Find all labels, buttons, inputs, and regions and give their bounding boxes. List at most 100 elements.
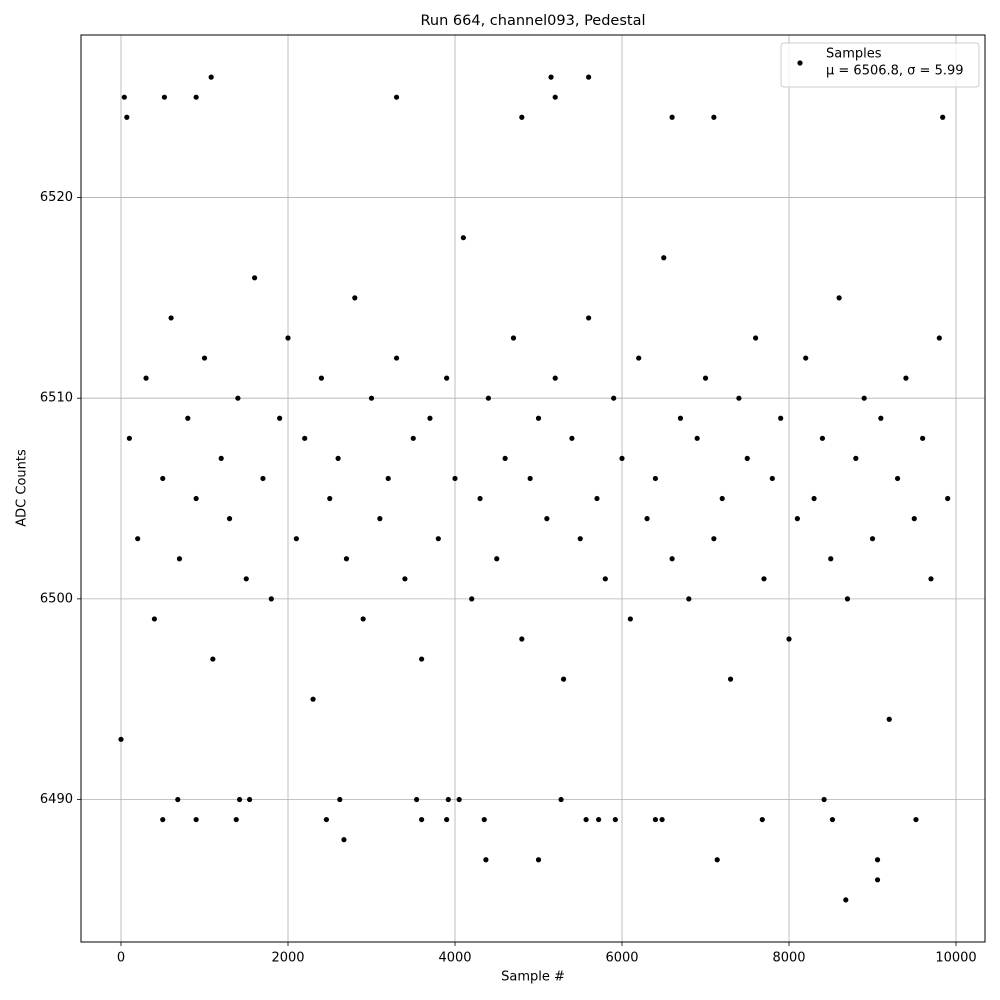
point [829,816,836,823]
point [445,796,451,803]
x-tick-label: 8000 [772,951,805,966]
point [368,395,375,401]
point [627,616,633,622]
y-tick-label: 6510 [40,391,73,406]
point [535,857,542,863]
point [519,636,525,642]
point [236,796,243,803]
point [160,475,166,482]
point [385,475,391,482]
point [596,816,602,823]
point [661,255,667,261]
point [669,114,675,120]
point [727,676,734,682]
x-tick-label: 0 [117,951,125,966]
point [861,395,867,401]
point [175,796,181,803]
point [619,455,625,462]
point [552,375,558,381]
grid: 0 2000 4000 6000 8000 10000 6490 6500 6510 6520 [40,35,985,966]
point [913,816,919,823]
point [483,857,489,863]
point [644,515,650,522]
point [337,796,343,803]
point [481,816,487,823]
point [552,94,558,100]
point [719,495,725,502]
point [494,556,500,562]
point [874,857,881,863]
point [118,736,124,742]
point [583,816,589,823]
point [911,515,917,522]
point [652,475,659,482]
point [160,816,166,823]
point [510,335,517,341]
point [527,475,533,482]
point [121,94,127,100]
point [327,495,333,502]
point [235,395,241,401]
point [636,355,642,361]
x-tick-label: 10000 [935,951,976,966]
point [335,455,341,462]
point [243,576,249,582]
point [268,596,274,602]
point [586,74,592,80]
point [323,816,330,823]
point [168,315,174,321]
point [456,796,462,803]
point [246,796,253,803]
point [903,375,909,381]
point [427,415,433,421]
point [393,355,400,361]
x-tick-label: 6000 [605,951,638,966]
point [360,616,366,622]
point [602,576,608,582]
legend: Samples μ = 6506.8, σ = 5.99 [780,42,980,88]
point [302,435,308,441]
point [652,816,659,823]
point [544,515,550,522]
point [843,897,849,903]
y-tick-label: 6500 [40,591,73,606]
point [558,796,564,803]
point [821,796,827,803]
point [318,375,325,381]
y-tick-label: 6490 [40,792,73,807]
point [413,796,420,803]
point [252,275,258,281]
point [853,455,859,462]
point [260,475,266,482]
point [208,74,214,80]
y-tick-label: 6520 [40,190,73,205]
point [769,475,775,482]
point [161,94,168,100]
point [686,596,692,602]
point [193,816,199,823]
point [894,475,901,482]
point [444,375,450,381]
point [410,435,416,441]
point [711,114,717,120]
point [393,94,400,100]
point [377,515,383,522]
point [485,395,492,401]
point [193,94,199,100]
point [677,415,684,421]
legend-box [780,42,980,88]
y-axis-label: ADC Counts [15,449,30,527]
point [535,415,542,421]
point [560,676,567,682]
point [193,495,199,502]
point [828,556,834,562]
point [659,816,665,823]
point [811,495,817,502]
point [744,455,750,462]
point [285,335,291,341]
point [519,114,525,120]
point [435,536,441,542]
point [419,656,425,662]
